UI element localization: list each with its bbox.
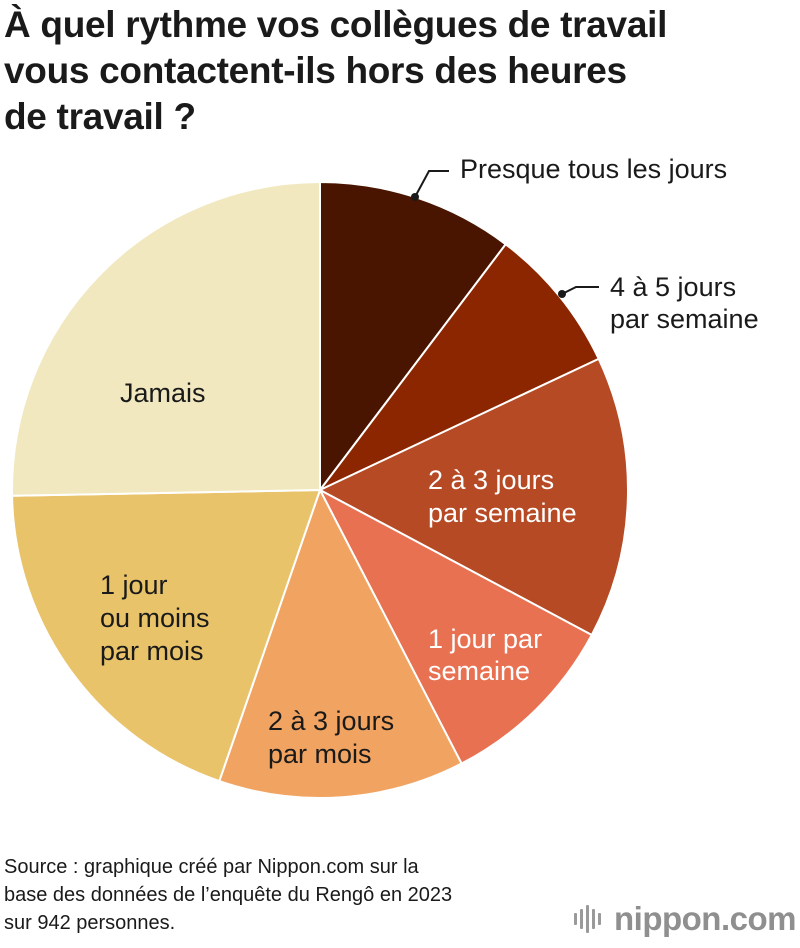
pie-slice [319,357,629,636]
slice-label-line: semaine [428,656,530,686]
chart-title: À quel rythme vos collègues de travail v… [4,2,764,140]
slice-label-line: 4 à 5 jours [610,272,736,302]
title-line: de travail ? [4,96,196,137]
sound-bars-icon [574,905,604,933]
pie-slice [11,489,321,783]
slice-label-line: 2 à 3 jours [428,465,554,495]
slice-label: 4 à 5 jours par semaine [610,272,759,334]
title-line: À quel rythme vos collègues de travail [4,4,668,45]
slice-label: 2 à 3 jours par mois [268,706,394,769]
leader-dot [558,290,566,298]
pie-slice [11,181,321,497]
source-line: Source : graphique créé par Nippon.com s… [4,856,419,878]
slice-label: 1 jour par semaine [428,624,542,686]
leader-dot [411,193,419,201]
slice-label-line: 1 jour par [428,624,542,654]
slice-label-line: par mois [100,636,204,666]
leader-line [561,286,599,295]
slice-label-line: par mois [268,739,372,769]
slice-label-line: Jamais [120,378,206,408]
pie-slice [218,489,463,799]
slice-label: 2 à 3 jours par semaine [428,465,577,528]
brand-logo: nippon.com [574,900,796,938]
source-note: Source : graphique créé par Nippon.com s… [4,853,564,937]
slice-label: Jamais [120,378,206,408]
slice-label-line: par semaine [610,304,759,334]
title-line: vous contactent-ils hors des heures [4,50,627,91]
leader-line [414,170,449,198]
slice-label-line: 2 à 3 jours [268,706,394,736]
slice-label: Presque tous les jours [460,154,727,184]
slice-label-line: 1 jour [100,570,168,600]
pie-slice [319,489,593,765]
slice-label-line: Presque tous les jours [460,154,727,184]
slice-label: 1 jour ou moins par mois [100,570,210,666]
source-line: sur 942 personnes. [4,912,176,934]
source-line: base des données de l’enquête du Rengô e… [4,884,453,906]
slice-label-line: ou moins [100,603,210,633]
slice-label-line: par semaine [428,498,577,528]
brand-name: nippon.com [614,900,796,937]
